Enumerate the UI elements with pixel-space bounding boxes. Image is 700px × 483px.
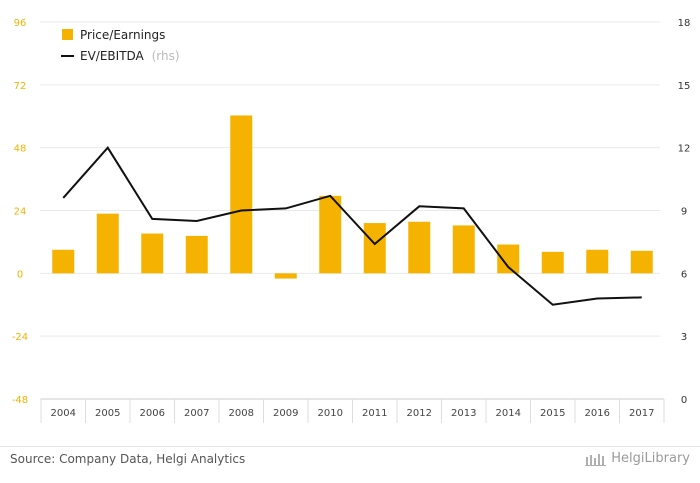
legend-label-pe: Price/Earnings xyxy=(80,28,165,42)
bar-2007[interactable] xyxy=(185,235,208,274)
x-tick-label: 2008 xyxy=(229,408,254,419)
right-tick-label: 6 xyxy=(681,269,687,280)
line-point-2010[interactable] xyxy=(328,194,332,198)
legend-swatch-pe xyxy=(62,29,73,40)
footer: Source: Company Data, Helgi Analytics He… xyxy=(0,446,700,483)
bar-2011[interactable] xyxy=(363,223,386,274)
bar-2009[interactable] xyxy=(274,273,297,279)
bar-2010[interactable] xyxy=(319,195,342,274)
bar-2006[interactable] xyxy=(141,233,164,274)
bar-2013[interactable] xyxy=(452,225,475,274)
line-point-2017[interactable] xyxy=(640,295,644,299)
bar-2015[interactable] xyxy=(541,251,564,274)
x-tick-label: 2014 xyxy=(496,408,521,419)
right-tick-label: 9 xyxy=(681,207,687,218)
x-tick-label: 2016 xyxy=(585,408,610,419)
bar-2012[interactable] xyxy=(408,221,431,274)
line-point-2007[interactable] xyxy=(195,219,199,223)
bar-2016[interactable] xyxy=(586,249,609,274)
line-series xyxy=(61,146,644,307)
right-tick-label: 18 xyxy=(678,18,691,29)
library-icon xyxy=(585,453,607,466)
ev-ebitda-line[interactable] xyxy=(62,146,642,306)
right-tick-label: 12 xyxy=(678,144,691,155)
right-tick-label: 3 xyxy=(681,332,687,343)
left-tick-label: 0 xyxy=(17,269,23,280)
x-tick-label: 2011 xyxy=(362,408,387,419)
line-point-2015[interactable] xyxy=(551,303,555,307)
bar-2005[interactable] xyxy=(96,213,119,274)
legend-label-ev-suffix: (rhs) xyxy=(152,49,180,63)
legend: Price/Earnings EV/EBITDA (rhs) xyxy=(61,28,180,63)
brand-logo[interactable]: HelgiLibrary xyxy=(585,451,690,466)
line-point-2004[interactable] xyxy=(61,196,65,200)
x-tick-label: 2010 xyxy=(318,408,343,419)
line-point-2011[interactable] xyxy=(373,242,377,246)
left-axis: -48 -24 0 24 48 72 96 xyxy=(12,18,28,406)
x-axis: 2004 2005 2006 2007 2008 2009 2010 2011 2012 2013… xyxy=(40,398,665,423)
line-point-2013[interactable] xyxy=(462,206,466,210)
bar-2004[interactable] xyxy=(52,249,75,274)
brand-name: HelgiLibrary xyxy=(611,451,690,466)
left-tick-label: 24 xyxy=(14,207,27,218)
line-point-2006[interactable] xyxy=(150,217,154,221)
line-point-2012[interactable] xyxy=(417,204,421,208)
x-tick-label: 2009 xyxy=(273,408,298,419)
legend-label-ev: EV/EBITDA xyxy=(80,49,145,63)
x-tick-label: 2013 xyxy=(451,408,476,419)
bar-2014[interactable] xyxy=(497,244,520,274)
left-tick-label: -24 xyxy=(12,332,28,343)
svg-text:EV/EBITDA (rhs): EV/EBITDA (rhs) xyxy=(80,49,180,63)
grid-lines xyxy=(40,21,660,400)
right-tick-label: 0 xyxy=(681,395,687,406)
line-point-2008[interactable] xyxy=(239,209,243,213)
left-tick-label: 48 xyxy=(14,144,27,155)
right-tick-label: 15 xyxy=(678,81,691,92)
x-tick-label: 2004 xyxy=(51,408,76,419)
left-tick-label: -48 xyxy=(12,395,28,406)
right-axis: 0 3 6 9 12 15 18 xyxy=(678,18,691,406)
x-tick-label: 2005 xyxy=(95,408,120,419)
x-tick-label: 2006 xyxy=(140,408,165,419)
x-tick-label: 2015 xyxy=(540,408,565,419)
line-point-2009[interactable] xyxy=(284,206,288,210)
source-note: Source: Company Data, Helgi Analytics xyxy=(10,452,246,466)
x-tick-label: 2012 xyxy=(407,408,432,419)
line-point-2005[interactable] xyxy=(106,146,110,150)
left-tick-label: 96 xyxy=(14,18,27,29)
bar-2017[interactable] xyxy=(630,250,653,274)
x-tick-label: 2007 xyxy=(184,408,209,419)
line-point-2014[interactable] xyxy=(506,265,510,269)
left-tick-label: 72 xyxy=(14,81,27,92)
line-point-2016[interactable] xyxy=(595,296,599,300)
bar-2008[interactable] xyxy=(230,115,253,274)
x-tick-label: 2017 xyxy=(629,408,654,419)
bars-series xyxy=(52,115,653,279)
